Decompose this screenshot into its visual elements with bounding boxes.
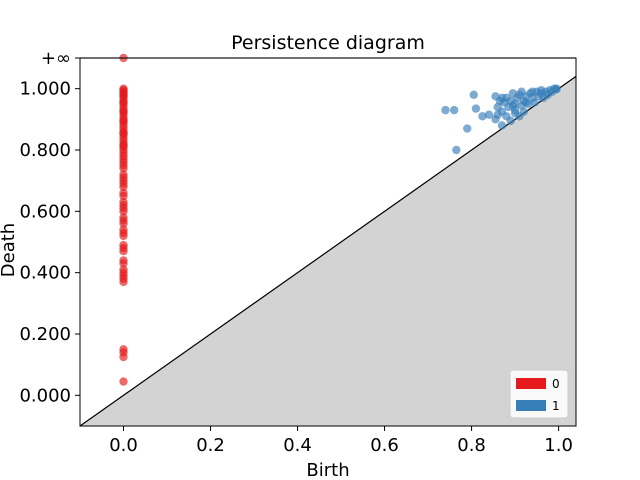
series-0-point: [119, 259, 128, 268]
series-1-point: [530, 98, 539, 107]
series-0-point: [119, 164, 128, 173]
x-tick-label: 1.0: [544, 435, 573, 456]
series-1-point: [449, 105, 459, 115]
series-0-point: [119, 352, 128, 362]
series-1-point: [552, 84, 561, 93]
series-0-point: [119, 207, 128, 216]
chart-title: Persistence diagram: [231, 32, 425, 54]
series-1-point: [497, 93, 507, 103]
y-tick-label: 0.200: [19, 324, 71, 345]
y-tick-label: 1.000: [19, 79, 71, 100]
legend-swatch-1: [516, 400, 546, 411]
series-1-point: [521, 98, 531, 107]
diagonal-line: [79, 75, 577, 427]
series-1-point: [519, 107, 528, 116]
series-1-point: [469, 90, 478, 100]
series-0-point: [119, 219, 128, 228]
series-1-point: [508, 101, 518, 110]
series-1-point: [441, 105, 450, 115]
x-tick-label: 0.4: [283, 435, 312, 456]
legend-label-1: 1: [552, 399, 560, 413]
y-axis: 0.000 0.200 0.400 0.600 0.800 1.000 +∞: [19, 48, 80, 406]
series-0-point: [119, 377, 128, 386]
series-1-point: [478, 112, 487, 121]
series-1-point: [517, 87, 526, 96]
series-0-point: [119, 247, 128, 256]
series-1-point: [452, 145, 461, 155]
series-1-point: [497, 121, 507, 130]
plot-area: [79, 53, 577, 427]
y-tick-label-infinity: +∞: [41, 48, 71, 69]
series-1-point: [528, 87, 537, 96]
x-axis-label: Birth: [306, 460, 349, 480]
x-axis: 0.0 0.2 0.4 0.6 0.8 1.0: [109, 426, 573, 456]
series-1-point: [506, 116, 515, 126]
legend-swatch-0: [516, 378, 546, 389]
legend: 01: [509, 369, 569, 419]
plot-frame: [79, 57, 577, 427]
y-tick-label: 0.600: [19, 201, 71, 222]
series-0-point: [119, 277, 128, 287]
x-tick-label: 0.6: [370, 435, 399, 456]
series-1-point: [510, 109, 520, 118]
x-tick-label: 0.2: [196, 435, 225, 456]
series-1-point: [463, 124, 472, 133]
series-0-point: [119, 182, 128, 191]
y-axis-label: Death: [0, 223, 19, 277]
series-1-point: [484, 110, 494, 119]
y-tick-label: 0.000: [19, 385, 71, 406]
x-tick-label: 0.0: [109, 435, 138, 456]
y-tick-label: 0.800: [19, 140, 71, 161]
series-0-point: [119, 191, 128, 201]
series-1-point: [536, 86, 546, 95]
legend-label-0: 0: [552, 377, 560, 391]
series-1-point: [471, 104, 481, 113]
series-0-point: [119, 231, 128, 241]
series-1-point: [493, 110, 502, 119]
y-tick-label: 0.400: [19, 263, 71, 284]
x-tick-label: 0.8: [457, 435, 486, 456]
